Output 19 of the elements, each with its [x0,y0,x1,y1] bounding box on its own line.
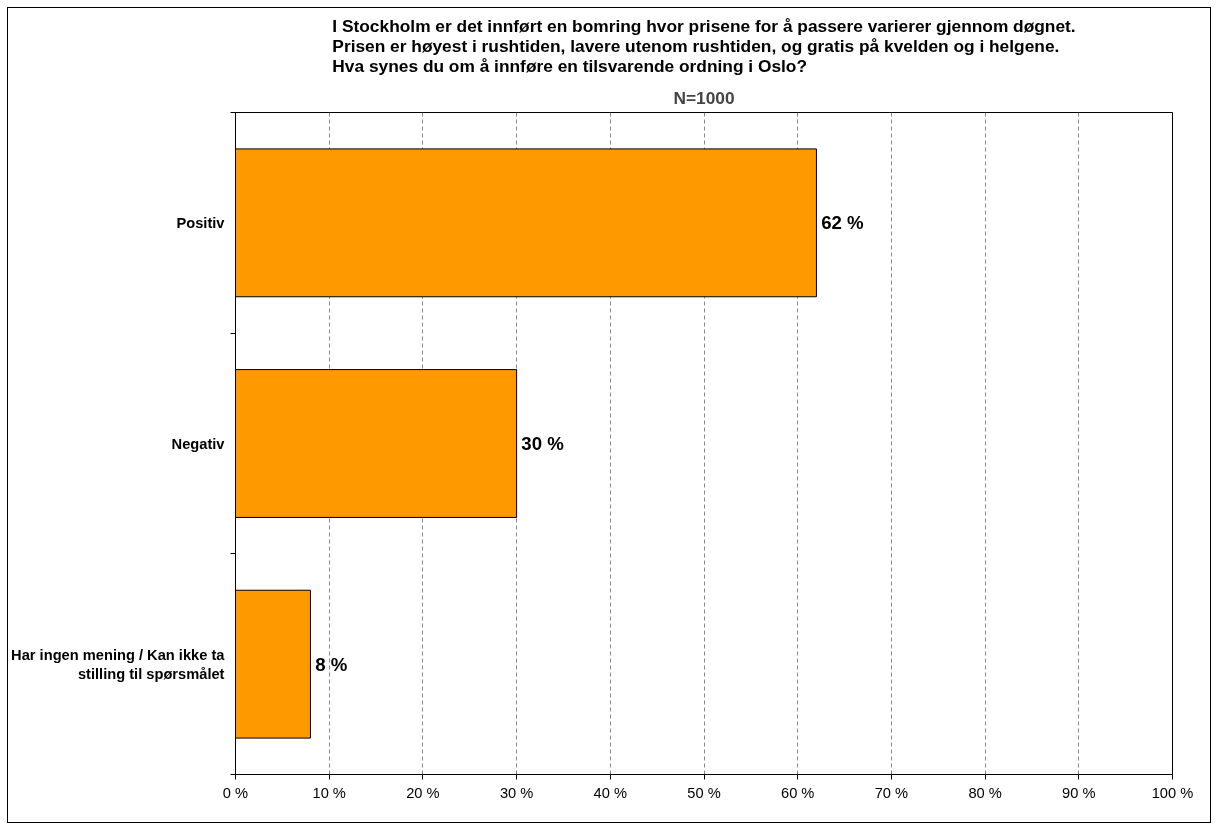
x-tick-label: 40 % [593,784,627,801]
data-label: 8 % [315,653,348,675]
chart-subtitle: N=1000 [673,87,735,108]
data-label: 30 % [521,433,565,454]
x-tick-label: 20 % [406,784,440,801]
x-tick-label: 90 % [1062,784,1096,801]
x-tick-label: 70 % [874,784,909,801]
x-tick-label: 30 % [499,784,534,801]
x-tick-label: 80 % [968,784,1002,801]
y-tick-label: Positiv [176,214,226,231]
y-tick-label: Har ingen mening / Kan ikke ta stilling til spørsmålet [11,646,226,682]
x-tick-label: 0 % [222,784,249,801]
y-tick-label: Negativ [171,435,226,452]
data-label: 62 % [821,212,865,234]
x-tick-label: 100 % [1151,784,1194,801]
x-tick-label: 10 % [312,784,346,801]
x-tick-label: 60 % [781,784,815,801]
chart-title: I Stockholm er det innført en bomring hvor prisene for å passere varierer gjennom døgnet. Prisen er høyest i rushtiden, lavere utenom rushtiden, og gratis på kvelden og i helgene. Hva synes du om å innføre en tilsvarende ordning i Oslo? [332,15,1076,76]
x-tick-label: 50 % [687,784,721,801]
